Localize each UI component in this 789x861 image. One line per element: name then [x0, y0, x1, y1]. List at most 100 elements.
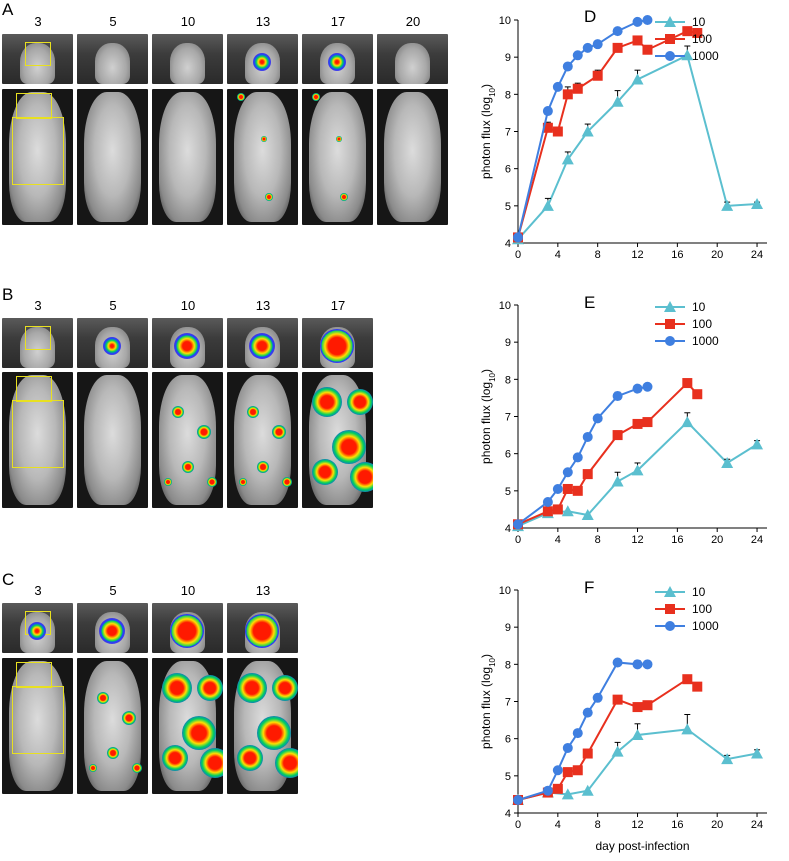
data-point-100	[552, 783, 563, 794]
data-point-100	[682, 674, 693, 685]
x-tick-label: 8	[595, 534, 601, 546]
roi-box	[25, 42, 51, 66]
head-image	[227, 34, 298, 84]
panel-letter-f: F	[584, 578, 594, 597]
data-point-100	[632, 702, 643, 713]
x-tick-label: 4	[555, 249, 561, 261]
day-label: 17	[330, 298, 346, 313]
data-point-1000	[572, 50, 583, 61]
signal-blob	[200, 748, 223, 778]
day-label: 13	[255, 298, 271, 313]
mouse-body-shape	[9, 91, 66, 223]
data-point-1000	[562, 61, 573, 72]
signal-blob	[253, 53, 271, 71]
day-label: 13	[255, 583, 271, 598]
x-tick-label: 24	[751, 819, 763, 831]
y-tick-label: 10	[499, 15, 511, 27]
head-image	[77, 603, 148, 653]
legend-label-1000: 1000	[692, 334, 719, 348]
data-point-100	[562, 483, 573, 494]
data-point-10	[721, 753, 734, 765]
body-image	[302, 372, 373, 508]
x-tick-label: 4	[555, 819, 561, 831]
head-image	[227, 603, 298, 653]
signal-blob	[132, 763, 142, 773]
data-point-10	[561, 505, 574, 517]
y-tick-label: 10	[499, 585, 511, 597]
signal-blob	[182, 461, 194, 473]
signal-blob	[197, 425, 211, 439]
data-point-10	[681, 49, 694, 61]
data-point-10	[681, 723, 694, 735]
data-point-10	[721, 199, 734, 211]
panel-letter-b: B	[2, 285, 14, 304]
roi-box	[12, 117, 64, 185]
signal-blob	[103, 337, 121, 355]
y-tick-label: 8	[505, 89, 511, 101]
body-image	[152, 89, 223, 225]
data-point-10	[611, 745, 624, 757]
signal-blob	[312, 387, 342, 417]
signal-blob	[265, 193, 273, 201]
panel-letter-e: E	[584, 293, 595, 312]
signal-blob	[107, 747, 119, 759]
signal-blob	[99, 618, 125, 644]
data-point-100	[582, 469, 593, 480]
x-tick-label: 12	[631, 819, 643, 831]
signal-blob	[336, 136, 342, 142]
signal-blob	[347, 389, 373, 415]
data-point-100	[642, 700, 653, 711]
data-point-1000	[572, 728, 583, 739]
y-tick-label: 4	[505, 523, 511, 535]
data-point-100	[572, 83, 583, 94]
data-point-10	[751, 438, 764, 450]
data-point-100	[642, 44, 653, 55]
head-image	[77, 34, 148, 84]
signal-blob	[97, 692, 109, 704]
legend-marker-1000	[665, 336, 675, 346]
roi-box	[16, 93, 52, 119]
data-point-10	[561, 153, 574, 165]
data-point-1000	[612, 26, 623, 37]
legend-marker-10	[664, 586, 676, 597]
data-point-10	[751, 197, 764, 209]
signal-blob	[261, 136, 267, 142]
data-point-100	[552, 504, 563, 515]
signal-blob	[257, 461, 269, 473]
data-point-100	[692, 28, 703, 39]
body-image	[152, 372, 223, 508]
x-tick-label: 20	[711, 249, 723, 261]
y-axis-label: photon flux (log10)	[479, 84, 497, 179]
x-tick-label: 16	[671, 249, 683, 261]
head-image	[227, 318, 298, 368]
panel-letter-a: A	[2, 0, 14, 19]
data-point-1000	[562, 467, 573, 478]
day-label: 5	[109, 583, 117, 598]
legend-marker-1000	[665, 51, 675, 61]
data-point-1000	[632, 16, 643, 27]
legend-marker-100	[665, 604, 675, 614]
signal-blob	[272, 675, 298, 701]
y-tick-label: 6	[505, 734, 511, 746]
head-image	[377, 34, 448, 84]
data-point-10	[561, 788, 574, 800]
signal-blob	[122, 711, 136, 725]
day-label: 3	[34, 298, 42, 313]
data-point-100	[572, 765, 583, 776]
data-point-1000	[513, 232, 523, 243]
legend-label-10: 10	[692, 15, 706, 29]
legend-marker-100	[665, 34, 675, 44]
signal-blob	[182, 716, 216, 750]
data-point-1000	[642, 381, 653, 392]
signal-blob	[257, 716, 291, 750]
signal-blob	[170, 614, 204, 648]
data-point-1000	[642, 659, 653, 670]
data-point-100	[562, 767, 573, 778]
data-point-100	[542, 506, 553, 517]
y-tick-label: 6	[505, 449, 511, 461]
body-image	[227, 89, 298, 225]
y-axis-label: photon flux (log10)	[479, 654, 497, 749]
data-point-100	[562, 89, 573, 100]
x-tick-label: 0	[515, 534, 521, 546]
